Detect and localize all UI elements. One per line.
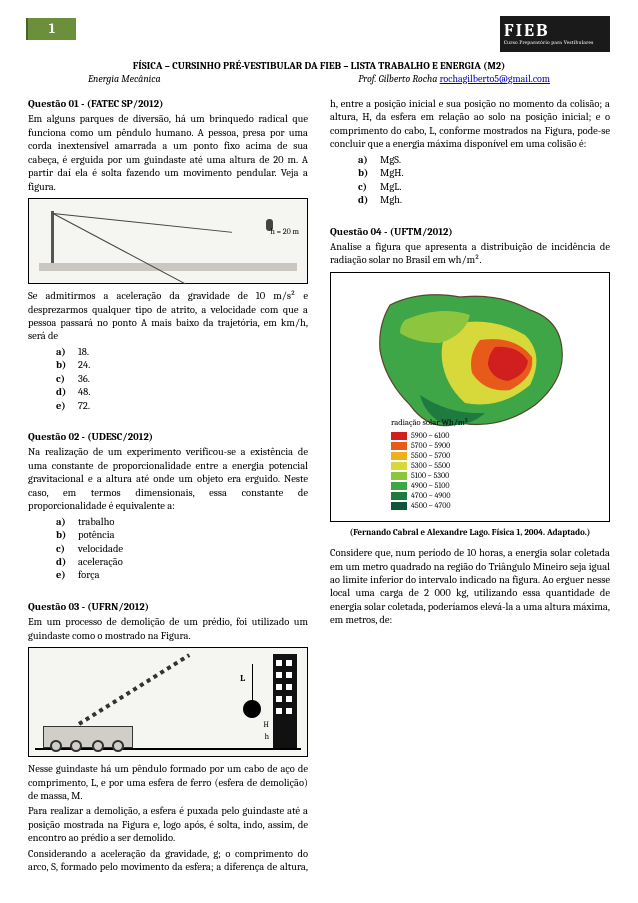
- legend-row: 5900 – 6100: [391, 431, 521, 441]
- legend-row: 5300 – 5500: [391, 461, 521, 471]
- legend-label: 4900 – 5100: [411, 481, 450, 491]
- q3-label-h: h: [265, 732, 269, 742]
- q1-heading: Questão 01 - (FATEC SP/2012): [28, 98, 163, 110]
- q2-text: Na realização de um experimento verifico…: [28, 446, 308, 513]
- legend-label: 5900 – 6100: [411, 431, 449, 441]
- legend-title: radiação solar Wh/m²: [391, 418, 521, 429]
- legend-swatch: [391, 492, 407, 500]
- logo-subtitle: Curso Preparatório para Vestibulares: [504, 40, 606, 46]
- legend-label: 5300 – 5500: [411, 461, 450, 471]
- q4-caption: (Fernando Cabral e Alexandre Lago. Físic…: [330, 528, 610, 539]
- legend-swatch: [391, 442, 407, 450]
- q3-options: a)MgS. b)MgH. c)MgL. d)Mgh.: [330, 154, 610, 208]
- q3-text-2a: Nesse guindaste há um pêndulo formado po…: [28, 763, 308, 803]
- legend-swatch: [391, 432, 407, 440]
- q1-text-2: Se admitirmos a aceleração da gravidade …: [28, 290, 308, 344]
- q4-text-2: Considere que, num período de 10 horas, …: [330, 547, 610, 628]
- header-subject: Energia Mecânica: [88, 73, 161, 85]
- header-title: FÍSICA – CURSINHO PRÉ-VESTIBULAR DA FIEB…: [28, 60, 610, 72]
- legend-row: 5100 – 5300: [391, 471, 521, 481]
- content-columns: Questão 01 - (FATEC SP/2012) Em alguns p…: [28, 98, 610, 883]
- author-email-link[interactable]: rochagilberto5@gmail.com: [440, 73, 550, 85]
- page-number-tab: 1: [28, 18, 76, 40]
- q3-heading: Questão 03 - (UFRN/2012): [28, 601, 149, 613]
- legend-label: 4500 – 4700: [411, 501, 451, 511]
- legend-swatch: [391, 482, 407, 490]
- header-author: Prof. Gilberto Rocha rochagilberto5@gmai…: [358, 73, 550, 85]
- legend-row: 5500 – 5700: [391, 451, 521, 461]
- q3-text-2b: Para realizar a demolição, a esfera é pu…: [28, 805, 308, 845]
- legend-swatch: [391, 462, 407, 470]
- q4-legend: radiação solar Wh/m² 5900 – 61005700 – 5…: [391, 418, 521, 511]
- legend-swatch: [391, 502, 407, 510]
- q1-figure: h = 20 m: [28, 198, 308, 284]
- logo-text: FIEB: [504, 22, 606, 40]
- legend-row: 4900 – 5100: [391, 481, 521, 491]
- q4-figure: radiação solar Wh/m² 5900 – 61005700 – 5…: [330, 272, 610, 522]
- q1-text-1: Em alguns parques de diversão, há um bri…: [28, 113, 308, 194]
- legend-swatch: [391, 472, 407, 480]
- q4-heading: Questão 04 - (UFTM/2012): [330, 226, 453, 238]
- q3-label-L: L: [240, 674, 245, 686]
- document-header: FÍSICA – CURSINHO PRÉ-VESTIBULAR DA FIEB…: [28, 60, 610, 85]
- q2-options: a)trabalho b)potência c)velocidade d)ace…: [28, 516, 308, 583]
- q4-text-1: Analise a figura que apresenta a distrib…: [330, 241, 610, 268]
- legend-row: 4700 – 4900: [391, 491, 521, 501]
- q1-options: a)18. b)24. c)36. d)48. e)72.: [28, 346, 308, 413]
- q3-label-H: H: [263, 720, 269, 730]
- legend-swatch: [391, 452, 407, 460]
- legend-row: 5700 – 5900: [391, 441, 521, 451]
- legend-label: 4700 – 4900: [411, 491, 451, 501]
- legend-label: 5500 – 5700: [411, 451, 450, 461]
- brand-logo: FIEB Curso Preparatório para Vestibulare…: [500, 16, 610, 52]
- legend-label: 5100 – 5300: [411, 471, 449, 481]
- q3-figure: L H h: [28, 647, 308, 757]
- q2-heading: Questão 02 - (UDESC/2012): [28, 431, 153, 443]
- legend-label: 5700 – 5900: [411, 441, 450, 451]
- legend-row: 4500 – 4700: [391, 501, 521, 511]
- q3-text-1: Em um processo de demolição de um prédio…: [28, 616, 308, 643]
- brazil-map: [345, 285, 595, 435]
- q1-figure-label: h = 20 m: [270, 227, 299, 237]
